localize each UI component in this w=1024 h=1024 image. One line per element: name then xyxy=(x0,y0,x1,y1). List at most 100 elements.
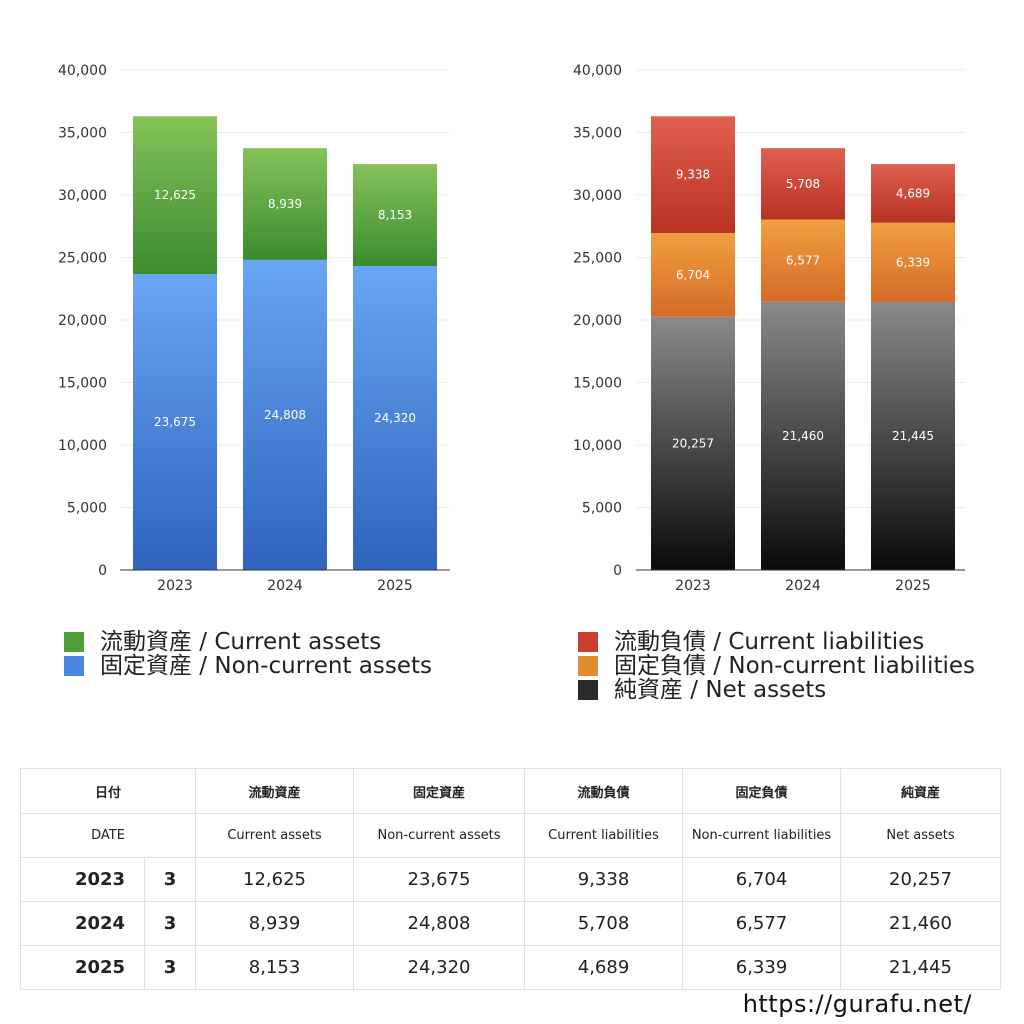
legend-item: 流動資産 / Current assets xyxy=(64,630,432,654)
bar-segment xyxy=(353,164,437,266)
table-row: 2025 3 8,153 24,320 4,689 6,339 21,445 xyxy=(20,945,1002,990)
bar-segment xyxy=(761,219,845,302)
row-month: 3 xyxy=(143,945,197,990)
bar-segment xyxy=(651,316,735,570)
bar-segment xyxy=(761,301,845,570)
y-tick-label: 35,000 xyxy=(573,126,622,142)
cell-net-assets: 20,257 xyxy=(840,857,1002,902)
header-non-current-assets-en: Non-current assets xyxy=(353,813,526,858)
bar-value-label: 21,445 xyxy=(892,429,934,443)
y-tick-label: 15,000 xyxy=(573,376,622,392)
bar-value-label: 8,153 xyxy=(378,208,412,222)
cell-current-liabilities: 5,708 xyxy=(524,901,684,946)
table-row: 2023 3 12,625 23,675 9,338 6,704 20,257 xyxy=(20,857,1002,902)
bar-value-label: 6,704 xyxy=(676,268,710,282)
x-tick-label: 2023 xyxy=(157,578,193,594)
bar-segment xyxy=(243,148,327,260)
bar-segment xyxy=(871,164,955,223)
cell-net-assets: 21,460 xyxy=(840,901,1002,946)
y-tick-label: 20,000 xyxy=(573,313,622,329)
legend-swatch xyxy=(578,680,598,700)
table-header-en: DATE Current assets Non-current assets C… xyxy=(19,813,1002,858)
cell-non-current-liabilities: 6,339 xyxy=(682,945,842,990)
cell-current-liabilities: 9,338 xyxy=(524,857,684,902)
bar-value-label: 6,577 xyxy=(786,254,820,268)
legend-item: 固定負債 / Non-current liabilities xyxy=(578,654,975,678)
table-row: 2024 3 8,939 24,808 5,708 6,577 21,460 xyxy=(20,901,1002,946)
bar-segment xyxy=(243,259,327,570)
row-year: 2024 xyxy=(20,901,145,946)
bar-value-label: 6,339 xyxy=(896,255,930,269)
legend-item: 純資産 / Net assets xyxy=(578,678,975,702)
bar-segment xyxy=(133,274,217,570)
x-tick-label: 2025 xyxy=(895,578,931,594)
y-tick-label: 0 xyxy=(613,563,622,579)
header-current-assets-jp: 流動資産 xyxy=(195,768,355,814)
data-table: 日付 流動資産 固定資産 流動負債 固定負債 純資産 DATE Current … xyxy=(19,768,1002,990)
chart-assets: 0 5,000 10,000 15,000 20,000 25,000 30,000 35,0… xyxy=(58,63,450,594)
y-tick-label: 0 xyxy=(98,563,107,579)
legend-swatch xyxy=(578,656,598,676)
table-header-jp: 日付 流動資産 固定資産 流動負債 固定負債 純資産 xyxy=(19,768,1002,814)
legend-label: 固定資産 / Non-current assets xyxy=(100,653,433,679)
cell-current-assets: 12,625 xyxy=(195,857,355,902)
legend-liabilities: 流動負債 / Current liabilities 固定負債 / Non-cur… xyxy=(578,630,975,702)
header-non-current-liabilities-jp: 固定負債 xyxy=(682,768,842,814)
cell-non-current-liabilities: 6,577 xyxy=(682,901,842,946)
bar-value-label: 8,939 xyxy=(268,197,302,211)
y-tick-label: 40,000 xyxy=(58,63,107,79)
header-non-current-liabilities-en: Non-current liabilities xyxy=(682,813,842,858)
header-current-assets-en: Current assets xyxy=(195,813,355,858)
legend-label: 流動負債 / Current liabilities xyxy=(614,629,925,655)
bar-segment xyxy=(651,232,735,317)
legend-label: 純資産 / Net assets xyxy=(614,677,827,703)
x-tick-label: 2024 xyxy=(785,578,821,594)
x-tick-label: 2023 xyxy=(675,578,711,594)
legend-label: 固定負債 / Non-current liabilities xyxy=(614,653,975,679)
cell-current-assets: 8,939 xyxy=(195,901,355,946)
y-tick-label: 15,000 xyxy=(58,376,107,392)
header-net-assets-en: Net assets xyxy=(840,813,1002,858)
legend-item: 流動負債 / Current liabilities xyxy=(578,630,975,654)
y-tick-label: 10,000 xyxy=(573,438,622,454)
y-tick-label: 10,000 xyxy=(58,438,107,454)
legend-assets: 流動資産 / Current assets 固定資産 / Non-current … xyxy=(64,630,432,678)
legend-swatch xyxy=(64,656,84,676)
cell-non-current-assets: 24,320 xyxy=(353,945,526,990)
cell-non-current-liabilities: 6,704 xyxy=(682,857,842,902)
row-month: 3 xyxy=(143,857,197,902)
charts-canvas: 0 5,000 10,000 15,000 20,000 25,000 30,000 35,0… xyxy=(58,63,965,594)
legend-swatch xyxy=(578,632,598,652)
legend-label: 流動資産 / Current assets xyxy=(100,629,382,655)
y-tick-label: 35,000 xyxy=(58,126,107,142)
bar-segment xyxy=(871,301,955,570)
header-current-liabilities-jp: 流動負債 xyxy=(524,768,684,814)
header-date-jp: 日付 xyxy=(19,768,197,814)
bar-value-label: 4,689 xyxy=(896,186,930,200)
bar-segment xyxy=(133,116,217,275)
cell-non-current-assets: 23,675 xyxy=(353,857,526,902)
cell-current-assets: 8,153 xyxy=(195,945,355,990)
legend-swatch xyxy=(64,632,84,652)
y-tick-label: 5,000 xyxy=(67,501,107,517)
bar-value-label: 5,708 xyxy=(786,177,820,191)
y-tick-label: 40,000 xyxy=(573,63,622,79)
bar-segment xyxy=(353,266,437,570)
chart-liabilities: 0 5,000 10,000 15,000 20,000 25,000 30,000 35,0… xyxy=(573,63,965,594)
row-year: 2023 xyxy=(20,857,145,902)
header-date-en: DATE xyxy=(19,813,197,858)
y-tick-label: 30,000 xyxy=(573,188,622,204)
y-tick-label: 25,000 xyxy=(58,251,107,267)
header-net-assets-jp: 純資産 xyxy=(840,768,1002,814)
y-tick-label: 25,000 xyxy=(573,251,622,267)
x-tick-label: 2024 xyxy=(267,578,303,594)
y-tick-label: 20,000 xyxy=(58,313,107,329)
row-year: 2025 xyxy=(20,945,145,990)
header-non-current-assets-jp: 固定資産 xyxy=(353,768,526,814)
bar-segment xyxy=(761,148,845,220)
x-tick-label: 2025 xyxy=(377,578,413,594)
y-tick-label: 5,000 xyxy=(582,501,622,517)
bar-segment xyxy=(871,222,955,302)
bar-value-label: 20,257 xyxy=(672,436,714,450)
y-tick-label: 30,000 xyxy=(58,188,107,204)
